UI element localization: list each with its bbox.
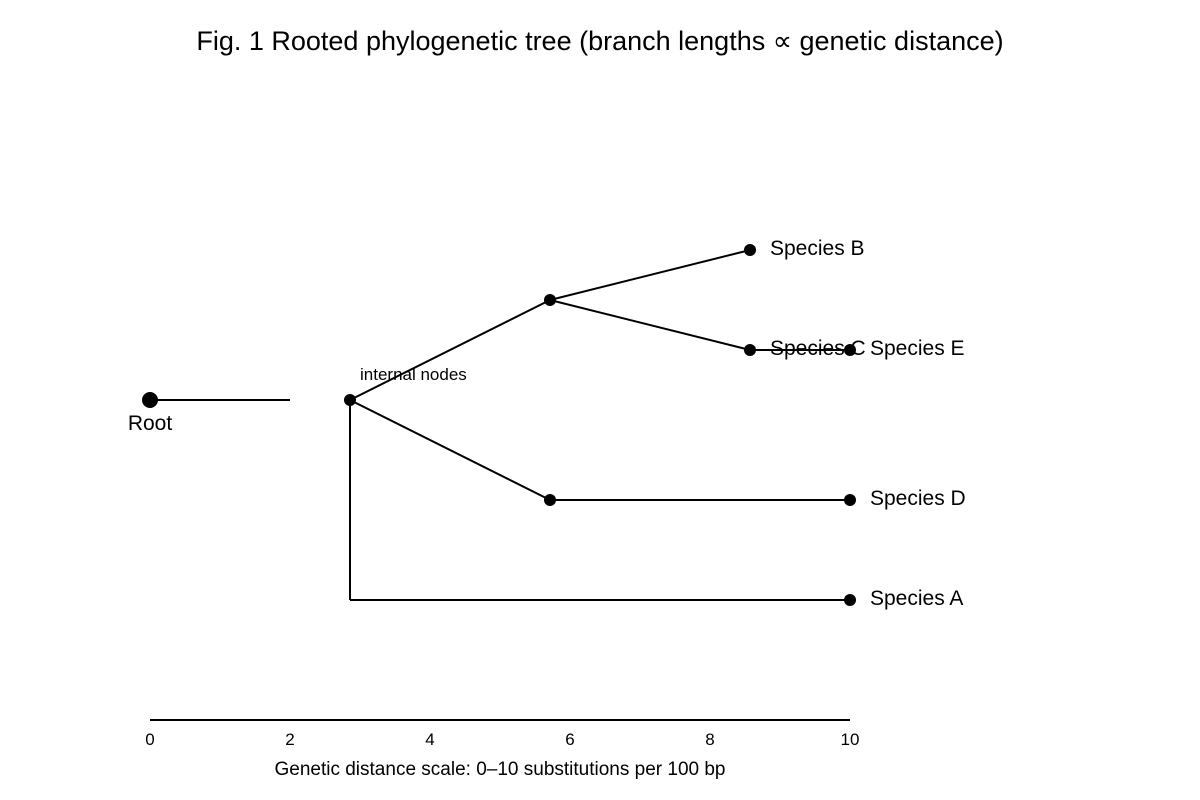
scale-tick-label: 8 <box>705 730 714 749</box>
leaf-node-species-c <box>744 344 756 356</box>
scale-tick-label: 4 <box>425 730 434 749</box>
leaf-node-species-e <box>844 344 856 356</box>
tree-branches <box>150 249 850 601</box>
tree-nodes <box>142 244 856 606</box>
branch-to-species-c <box>549 299 751 351</box>
label-species-b: Species B <box>770 237 865 260</box>
label-species-c: Species C <box>770 337 866 360</box>
branch-to-species-b <box>549 249 751 301</box>
root-node <box>142 392 158 408</box>
distance-scale-bar: 0 2 4 6 8 10 Genetic distance scale: 0–1… <box>145 719 860 780</box>
scale-caption: Genetic distance scale: 0–10 substitutio… <box>274 759 725 780</box>
label-species-e: Species E <box>870 337 965 360</box>
figure-title: Fig. 1 Rooted phylogenetic tree (branch … <box>196 26 1003 56</box>
scale-tick-label: 6 <box>565 730 574 749</box>
internal-node-main <box>344 394 356 406</box>
branch-to-lower-clade <box>349 399 551 501</box>
internal-node-lower <box>544 494 556 506</box>
root-label: Root <box>128 412 173 435</box>
internal-node-upper <box>544 294 556 306</box>
scale-tick-label: 2 <box>285 730 294 749</box>
leaf-node-species-a <box>844 594 856 606</box>
scale-tick-label: 10 <box>841 730 860 749</box>
label-species-a: Species A <box>870 587 963 610</box>
scale-tick-label: 0 <box>145 730 154 749</box>
branch-to-upper-clade <box>349 299 551 401</box>
label-species-d: Species D <box>870 487 966 510</box>
leaf-node-species-d <box>844 494 856 506</box>
tree-labels: Species B Species C Species E Species D … <box>128 237 966 610</box>
leaf-node-species-b <box>744 244 756 256</box>
internal-nodes-annotation: internal nodes <box>360 365 467 384</box>
